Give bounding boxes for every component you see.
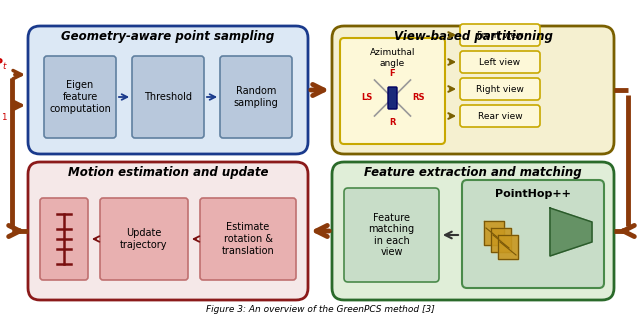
FancyBboxPatch shape	[28, 26, 308, 154]
Text: $\mathbf{P}_t$: $\mathbf{P}_t$	[0, 57, 8, 71]
FancyBboxPatch shape	[40, 198, 88, 280]
Text: LS: LS	[361, 92, 372, 101]
Text: Right view: Right view	[476, 84, 524, 93]
FancyBboxPatch shape	[460, 78, 540, 100]
FancyBboxPatch shape	[200, 198, 296, 280]
Text: Random
sampling: Random sampling	[234, 86, 278, 108]
Text: Geometry-aware point sampling: Geometry-aware point sampling	[61, 30, 275, 43]
FancyBboxPatch shape	[460, 24, 540, 46]
FancyBboxPatch shape	[460, 51, 540, 73]
Text: PointHop++: PointHop++	[495, 189, 571, 199]
Text: Eigen
feature
computation: Eigen feature computation	[49, 80, 111, 114]
Text: Front view: Front view	[477, 31, 524, 40]
Text: Estimate
rotation &
translation: Estimate rotation & translation	[221, 223, 275, 256]
Text: Update
trajectory: Update trajectory	[120, 228, 168, 250]
FancyBboxPatch shape	[460, 105, 540, 127]
FancyBboxPatch shape	[388, 87, 397, 109]
Text: Threshold: Threshold	[144, 92, 192, 102]
Text: View-based partitioning: View-based partitioning	[394, 30, 552, 43]
Text: R: R	[389, 118, 396, 127]
Text: Rear view: Rear view	[477, 111, 522, 120]
Text: Left view: Left view	[479, 58, 520, 67]
Polygon shape	[498, 235, 518, 259]
Text: Azimuthal
angle: Azimuthal angle	[370, 48, 415, 68]
FancyBboxPatch shape	[462, 180, 604, 288]
Polygon shape	[491, 228, 511, 252]
Text: RS: RS	[413, 92, 425, 101]
Polygon shape	[484, 221, 504, 245]
Text: F: F	[390, 69, 396, 78]
FancyBboxPatch shape	[132, 56, 204, 138]
Text: $\mathbf{P}_{t+1}$: $\mathbf{P}_{t+1}$	[0, 109, 8, 123]
Text: Feature extraction and matching: Feature extraction and matching	[364, 166, 582, 178]
Text: Motion estimation and update: Motion estimation and update	[68, 166, 268, 178]
FancyBboxPatch shape	[332, 162, 614, 300]
Polygon shape	[550, 208, 592, 256]
FancyBboxPatch shape	[332, 26, 614, 154]
FancyBboxPatch shape	[340, 38, 445, 144]
FancyBboxPatch shape	[220, 56, 292, 138]
Text: Feature
matching
in each
view: Feature matching in each view	[369, 213, 415, 257]
FancyBboxPatch shape	[344, 188, 439, 282]
FancyBboxPatch shape	[44, 56, 116, 138]
FancyBboxPatch shape	[100, 198, 188, 280]
FancyBboxPatch shape	[28, 162, 308, 300]
Text: Figure 3: An overview of the GreenPCS method [3]: Figure 3: An overview of the GreenPCS me…	[205, 305, 435, 314]
